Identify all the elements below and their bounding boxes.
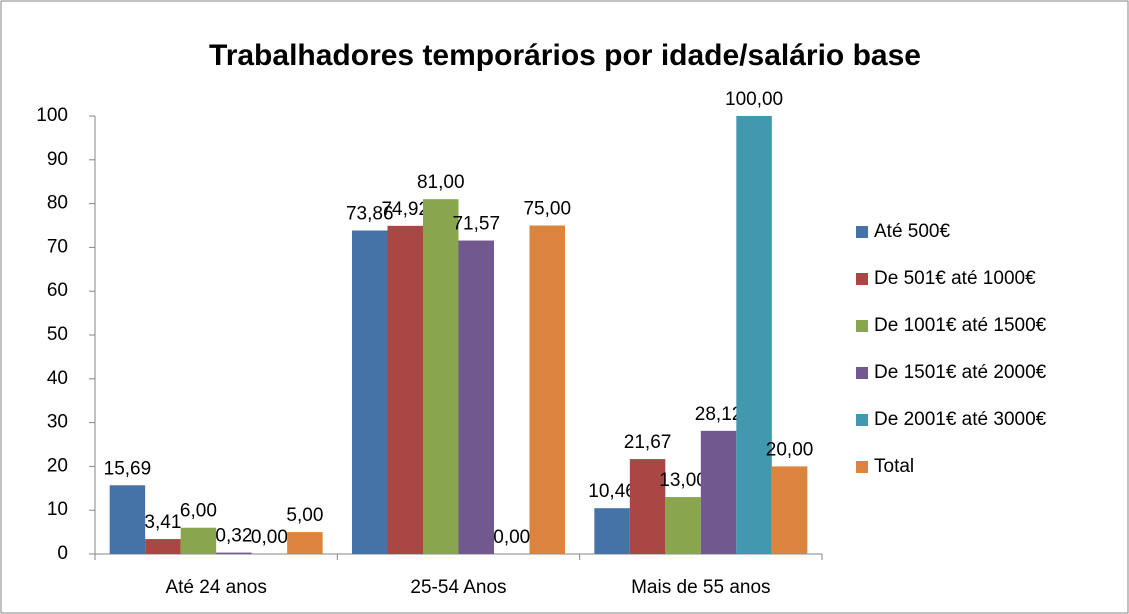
bar xyxy=(216,552,252,554)
legend-swatch xyxy=(856,461,868,473)
legend-label: De 2001€ até 3000€ xyxy=(874,409,1047,430)
y-tick-label: 10 xyxy=(47,499,68,520)
chart-title: Trabalhadores temporários por idade/salá… xyxy=(209,39,921,72)
y-tick-label: 80 xyxy=(47,193,68,214)
x-tick-label: Até 24 anos xyxy=(165,577,266,598)
bar xyxy=(458,240,494,554)
bar xyxy=(145,539,181,554)
y-tick-label: 100 xyxy=(36,105,68,126)
legend-swatch xyxy=(856,273,868,285)
legend-label: De 501€ até 1000€ xyxy=(874,268,1036,289)
bar xyxy=(700,430,737,554)
y-tick-label: 40 xyxy=(47,368,68,389)
legend-label: Até 500€ xyxy=(874,221,950,242)
value-label: 74,92 xyxy=(381,199,429,220)
bar xyxy=(529,225,565,554)
y-tick-label: 0 xyxy=(57,543,68,564)
x-tick-label: 25-54 Anos xyxy=(410,577,506,598)
x-tick-label: Mais de 55 anos xyxy=(631,577,770,598)
bar xyxy=(629,459,666,554)
bar xyxy=(665,497,701,554)
value-label: 0,00 xyxy=(251,527,288,548)
value-label: 6,00 xyxy=(180,501,217,522)
legend-swatch xyxy=(856,226,868,238)
y-tick-label: 20 xyxy=(47,455,68,476)
value-label: 10,46 xyxy=(588,481,636,502)
legend-label: Total xyxy=(874,456,914,477)
legend-swatch xyxy=(856,367,868,379)
bar xyxy=(423,199,459,554)
bar xyxy=(180,527,217,554)
value-label: 15,69 xyxy=(104,458,152,479)
y-tick-label: 70 xyxy=(47,236,68,257)
bar xyxy=(287,532,323,554)
y-tick-label: 50 xyxy=(47,324,68,345)
bar xyxy=(109,485,146,554)
bar xyxy=(352,230,388,554)
y-tick-label: 30 xyxy=(47,412,68,433)
legend-label: De 1001€ até 1500€ xyxy=(874,315,1047,336)
value-label: 100,00 xyxy=(725,89,783,110)
legend-swatch xyxy=(856,320,868,332)
value-label: 71,57 xyxy=(452,214,500,235)
value-label: 81,00 xyxy=(417,172,465,193)
value-label: 13,00 xyxy=(659,470,707,491)
value-label: 0,32 xyxy=(215,526,252,547)
y-tick-label: 60 xyxy=(47,280,68,301)
value-label: 0,00 xyxy=(493,527,530,548)
y-tick-label: 90 xyxy=(47,149,68,170)
value-label: 21,67 xyxy=(624,432,672,453)
value-label: 28,12 xyxy=(695,404,743,425)
bar xyxy=(387,225,423,554)
legend-swatch xyxy=(856,414,868,426)
bar xyxy=(594,508,630,554)
bar xyxy=(771,466,808,554)
value-label: 73,86 xyxy=(346,204,394,225)
legend-label: De 1501€ até 2000€ xyxy=(874,362,1047,383)
value-label: 5,00 xyxy=(286,505,323,526)
value-label: 20,00 xyxy=(766,439,814,460)
value-label: 75,00 xyxy=(523,199,571,220)
bar xyxy=(736,116,772,554)
value-label: 3,41 xyxy=(144,512,181,533)
